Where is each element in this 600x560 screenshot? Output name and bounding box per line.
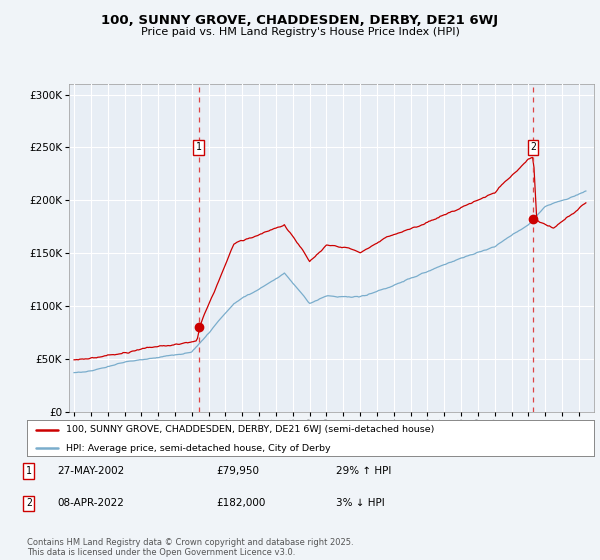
Text: Price paid vs. HM Land Registry's House Price Index (HPI): Price paid vs. HM Land Registry's House …	[140, 27, 460, 37]
Text: 08-APR-2022: 08-APR-2022	[57, 498, 124, 508]
Text: 27-MAY-2002: 27-MAY-2002	[57, 466, 124, 476]
Text: 2: 2	[26, 498, 32, 508]
Text: 100, SUNNY GROVE, CHADDESDEN, DERBY, DE21 6WJ (semi-detached house): 100, SUNNY GROVE, CHADDESDEN, DERBY, DE2…	[65, 426, 434, 435]
Text: 100, SUNNY GROVE, CHADDESDEN, DERBY, DE21 6WJ: 100, SUNNY GROVE, CHADDESDEN, DERBY, DE2…	[101, 14, 499, 27]
Text: HPI: Average price, semi-detached house, City of Derby: HPI: Average price, semi-detached house,…	[65, 444, 330, 453]
Text: Contains HM Land Registry data © Crown copyright and database right 2025.
This d: Contains HM Land Registry data © Crown c…	[27, 538, 353, 557]
Text: 3% ↓ HPI: 3% ↓ HPI	[336, 498, 385, 508]
Text: 2: 2	[530, 142, 536, 152]
Text: 1: 1	[26, 466, 32, 476]
Text: 29% ↑ HPI: 29% ↑ HPI	[336, 466, 391, 476]
Text: £79,950: £79,950	[216, 466, 259, 476]
Text: £182,000: £182,000	[216, 498, 265, 508]
Text: 1: 1	[196, 142, 202, 152]
